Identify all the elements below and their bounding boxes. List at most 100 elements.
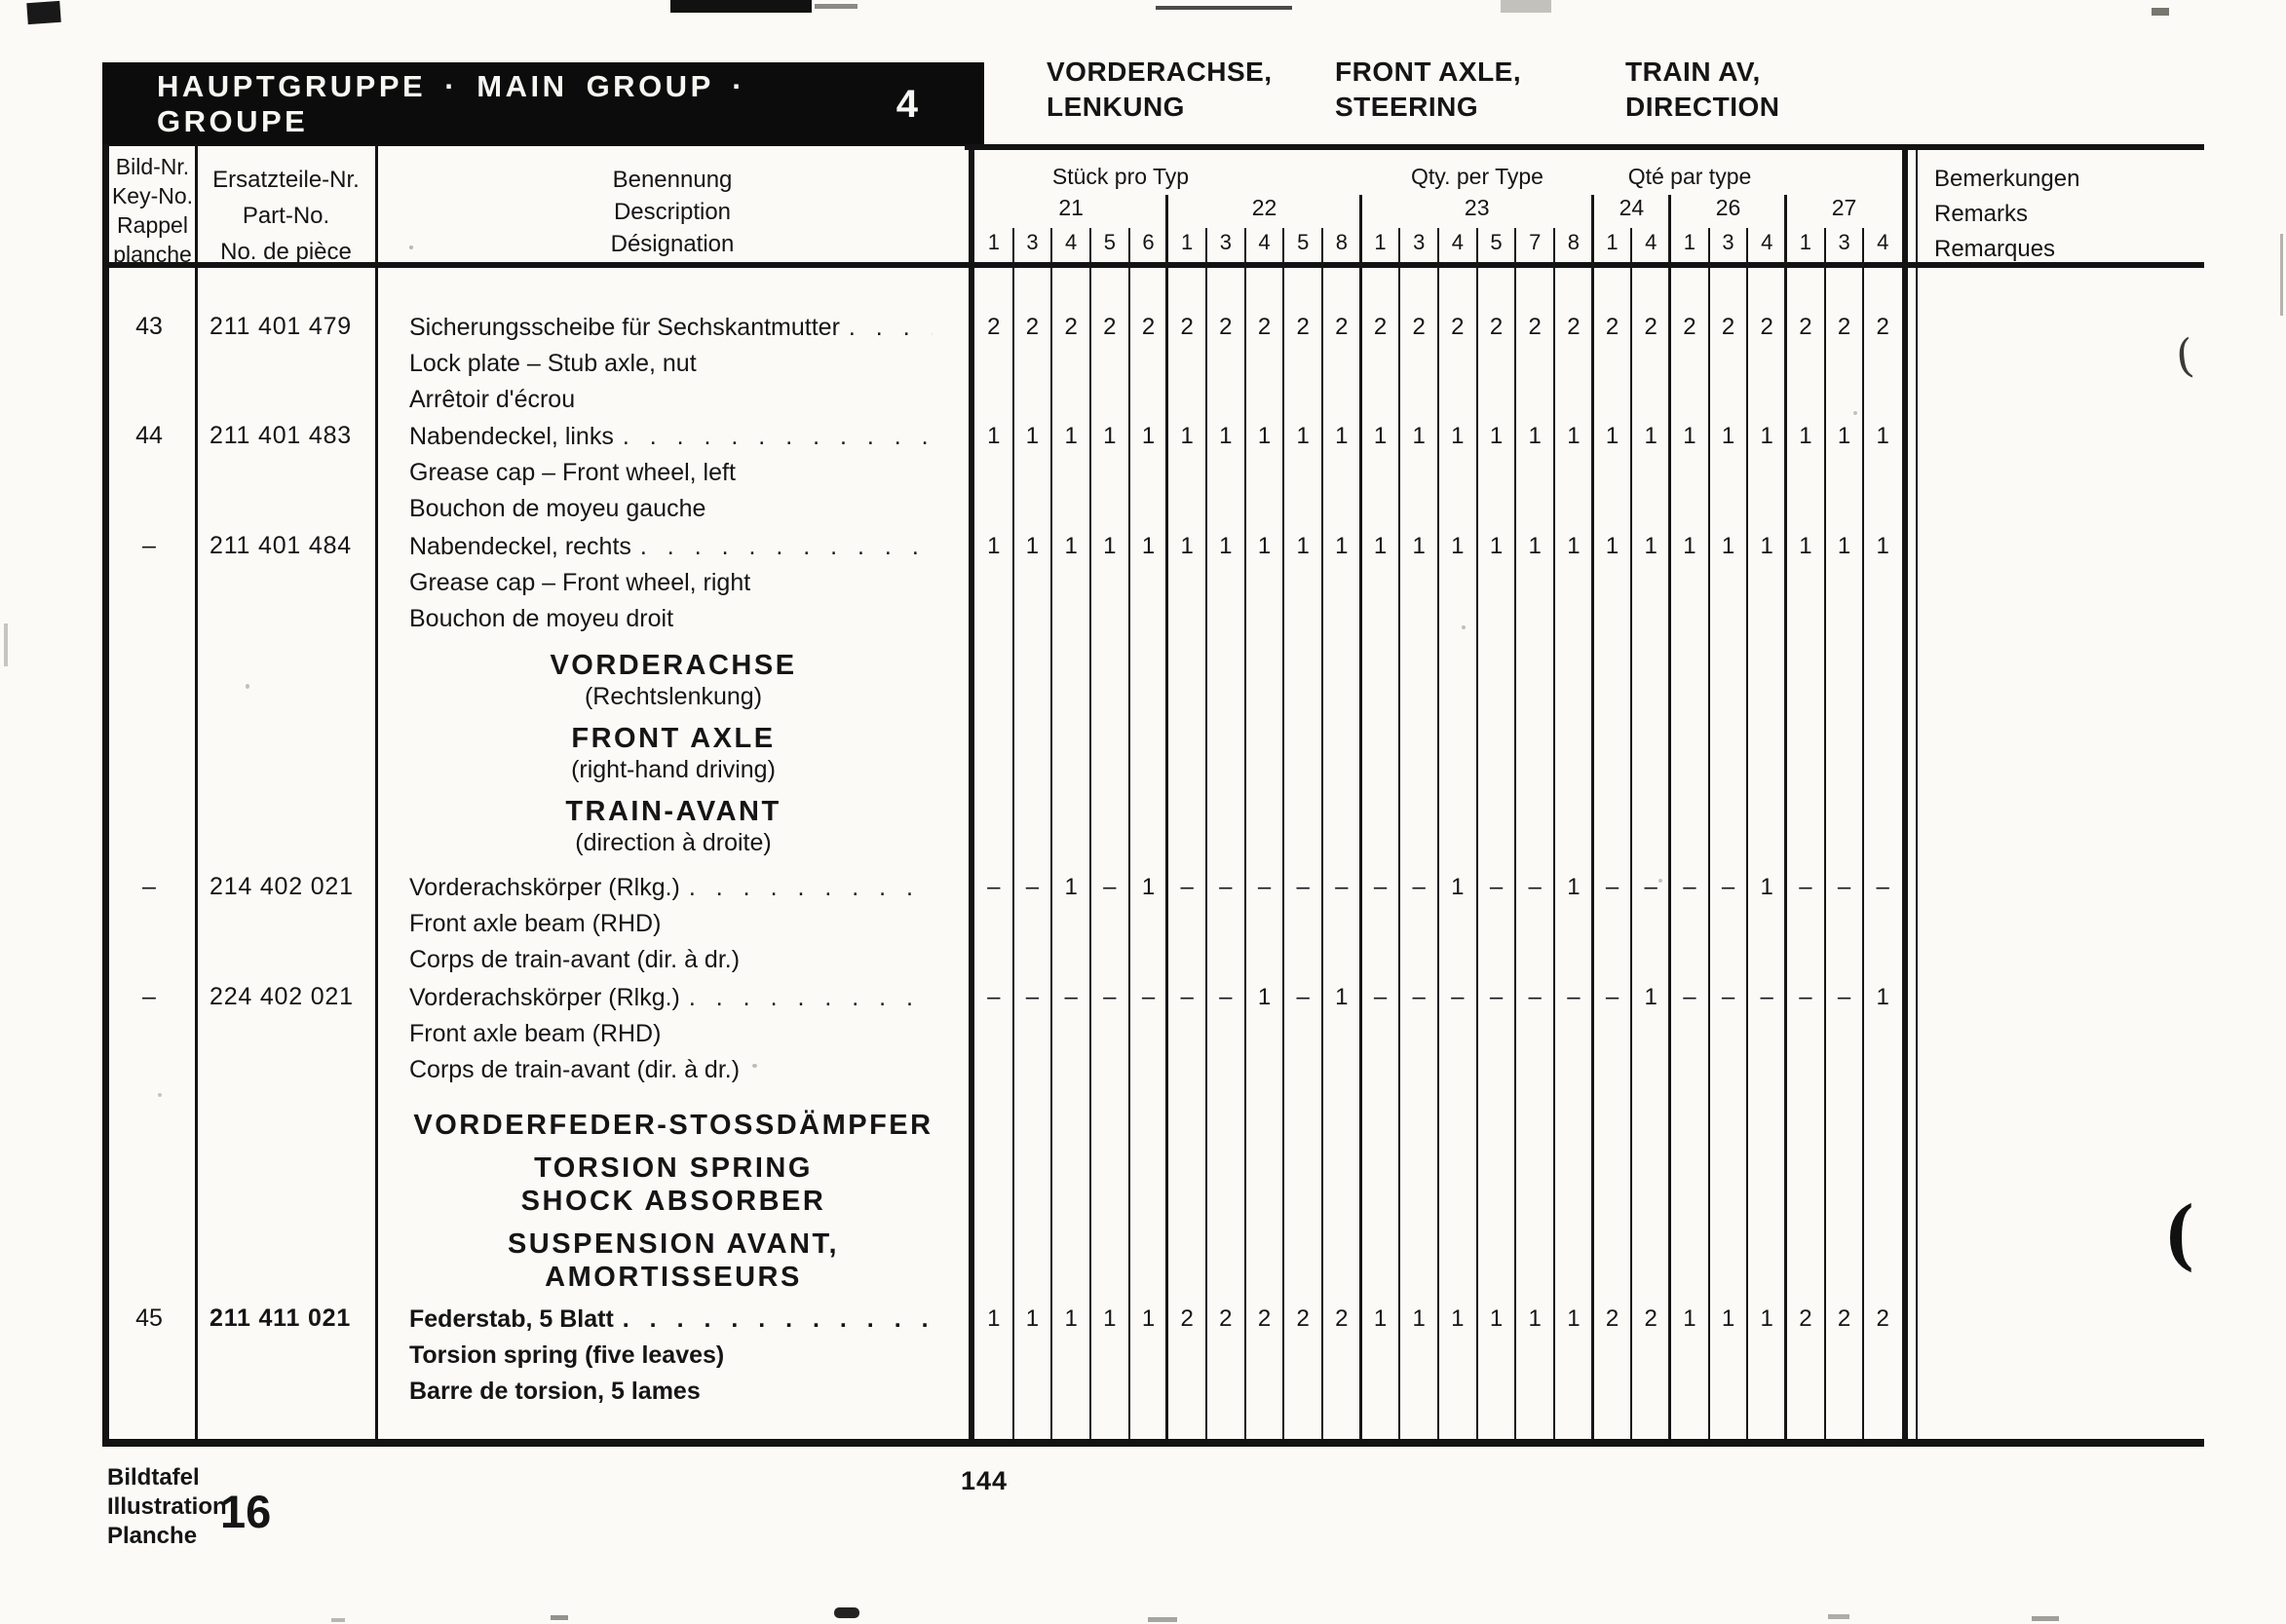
quantity-cell: 1 — [1412, 423, 1426, 449]
quantity-cell: 2 — [1412, 314, 1426, 340]
description-line: Federstab, 5 Blatt . . . . . . . . . . . … — [409, 1302, 933, 1338]
quantity-cell: – — [1876, 874, 1889, 900]
quantity-cell: 2 — [1064, 314, 1078, 340]
quantity-cell: – — [1567, 984, 1581, 1010]
description-line: Corps de train-avant (dir. à dr.) — [409, 1056, 741, 1083]
quantity-cell: 1 — [1412, 1305, 1426, 1332]
description-line: Grease cap – Front wheel, right — [409, 569, 751, 596]
remarks-header-fr: Remarques — [1934, 236, 2056, 262]
quantity-cell: 1 — [1141, 1305, 1156, 1332]
quantity-column-separator — [1243, 228, 1246, 1439]
leader-dots: . . . . . . . . . . . . . . . . . . . . … — [848, 314, 933, 341]
section-heading-group: VORDERACHSE (Rechtslenkung) — [378, 649, 969, 712]
quantity-cell: – — [1335, 874, 1349, 900]
subject-de-line2: LENKUNG — [1047, 92, 1185, 122]
type-subcolumn-label: 3 — [1722, 230, 1734, 254]
quantity-cell: 1 — [1335, 423, 1349, 449]
quantity-cell: 1 — [1141, 423, 1156, 449]
quantity-cell: 1 — [1412, 533, 1426, 559]
quantity-cell: 1 — [1025, 1305, 1040, 1332]
table-top-border — [965, 144, 2204, 150]
type-subcolumn-label: 5 — [1103, 230, 1116, 254]
scan-artifact — [1148, 1617, 1177, 1622]
quantity-cell: 2 — [1876, 1305, 1889, 1332]
part-desc-separator — [375, 144, 378, 1447]
description-line: Bouchon de moyeu gauche — [409, 495, 706, 522]
quantity-cell: – — [1296, 874, 1310, 900]
part-number-cell: 211 401 479 — [210, 313, 352, 340]
type-group-label: 22 — [1251, 195, 1277, 220]
type-group-label: 23 — [1464, 195, 1490, 220]
section-heading-line: SUSPENSION AVANT, — [507, 1228, 840, 1260]
scan-speck — [752, 1064, 757, 1068]
quantity-cell: – — [1373, 874, 1388, 900]
desc-header-fr: Désignation — [610, 231, 735, 257]
quantity-cell: 1 — [1876, 984, 1889, 1010]
quantity-cell: 1 — [1760, 533, 1773, 559]
scan-artifact — [1501, 0, 1551, 13]
page-subject-de: VORDERACHSE, LENKUNG — [1047, 55, 1273, 125]
section-heading-line: (Rechtslenkung) — [584, 683, 763, 710]
description-line: Vorderachskörper (Rlkg.) . . . . . . . . … — [409, 870, 933, 906]
type-group-label: 26 — [1715, 195, 1741, 220]
quantity-cell: 1 — [1335, 533, 1349, 559]
quantity-column-separator — [1321, 228, 1324, 1439]
quantity-cell: 1 — [1219, 533, 1233, 559]
quantity-column-separator — [1862, 228, 1865, 1439]
main-group-title-bar: HAUPTGRUPPE · MAIN GROUP · GROUPE 4 — [102, 62, 984, 146]
scan-artifact — [670, 0, 812, 13]
quantity-cell: – — [1103, 984, 1117, 1010]
quantity-column-separator — [1823, 228, 1826, 1439]
quantity-cell: – — [1103, 874, 1117, 900]
quantity-column-separator — [1784, 195, 1788, 1439]
quantity-cell: 1 — [1296, 533, 1310, 559]
quantity-cell: – — [1489, 984, 1504, 1010]
quantity-cell: 1 — [1373, 533, 1388, 559]
quantity-cell: 2 — [1373, 314, 1388, 340]
quantity-cell: 2 — [1489, 314, 1504, 340]
type-group-label: 21 — [1058, 195, 1084, 220]
scan-speck — [1853, 411, 1857, 415]
qty-title-en: Qty. per Type — [1411, 164, 1543, 189]
description-text: Nabendeckel, rechts — [409, 533, 631, 560]
section-heading-line: AMORTISSEURS — [545, 1262, 802, 1293]
type-subcolumn-label: 8 — [1335, 230, 1348, 254]
quantity-cell: 2 — [1257, 314, 1272, 340]
quantity-cell: 1 — [1180, 533, 1194, 559]
description-line: Arrêtoir d'écrou — [409, 386, 576, 413]
quantity-cell: 1 — [1257, 423, 1272, 449]
quantity-cell: – — [1373, 984, 1388, 1010]
description-line: Front axle beam (RHD) — [409, 910, 662, 937]
quantity-column-separator — [1553, 228, 1556, 1439]
description-block: Sicherungsscheibe für Sechskantmutter . .… — [409, 310, 933, 418]
key-header-fr2: planche — [113, 242, 192, 267]
quantity-cell: 1 — [1373, 423, 1388, 449]
quantity-cell: – — [1451, 984, 1465, 1010]
leader-dots: . . . . . . . . . . . . . . . . . . . . … — [688, 984, 933, 1011]
description-line: Nabendeckel, links . . . . . . . . . . . … — [409, 419, 933, 455]
quantity-cell: 1 — [1644, 423, 1657, 449]
quantity-column-separator — [1282, 228, 1285, 1439]
remarks-header-en: Remarks — [1934, 201, 2029, 227]
subject-fr-line1: TRAIN AV, — [1625, 57, 1761, 87]
quantity-cell: 2 — [1335, 1305, 1349, 1332]
plate-label-en: Illustration — [107, 1493, 227, 1520]
quantity-cell: – — [1837, 984, 1851, 1010]
quantity-column-separator — [1050, 228, 1053, 1439]
qty-title-fr: Qté par type — [1627, 164, 1752, 189]
description-line: Barre de torsion, 5 lames — [409, 1378, 701, 1405]
description-text: Federstab, 5 Blatt — [409, 1305, 614, 1333]
description-line: Nabendeckel, rechts . . . . . . . . . . .… — [409, 529, 933, 565]
quantity-cell: 2 — [1721, 314, 1735, 340]
type-subcolumn-label: 3 — [1413, 230, 1426, 254]
quantity-cell: – — [1412, 874, 1426, 900]
leader-dots: . . . . . . . . . . . . . . . . . . . . … — [639, 533, 933, 560]
quantity-cell: – — [1528, 874, 1542, 900]
quantity-cell: 2 — [1180, 1305, 1194, 1332]
leader-dots: . . . . . . . . . . . . . . . . . . . . … — [622, 423, 933, 450]
quantity-cell: 1 — [1567, 874, 1581, 900]
main-group-number: 4 — [895, 82, 918, 126]
quantity-cell: 1 — [1064, 874, 1078, 900]
remarks-column-header: Bemerkungen Remarks Remarques — [1934, 162, 2079, 267]
key-column-header: Bild-Nr. Key-No. Rappel planche — [110, 152, 195, 269]
